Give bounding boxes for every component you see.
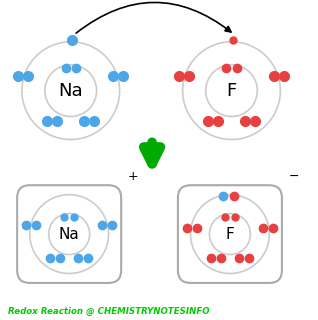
Text: −: − bbox=[289, 170, 299, 183]
Text: Na: Na bbox=[59, 227, 80, 242]
Text: F: F bbox=[226, 82, 237, 100]
Text: Na: Na bbox=[59, 82, 83, 100]
Text: +: + bbox=[128, 170, 139, 183]
Text: Redox Reaction @ CHEMISTRYNOTESINFO: Redox Reaction @ CHEMISTRYNOTESINFO bbox=[8, 307, 209, 316]
Text: F: F bbox=[225, 227, 234, 242]
